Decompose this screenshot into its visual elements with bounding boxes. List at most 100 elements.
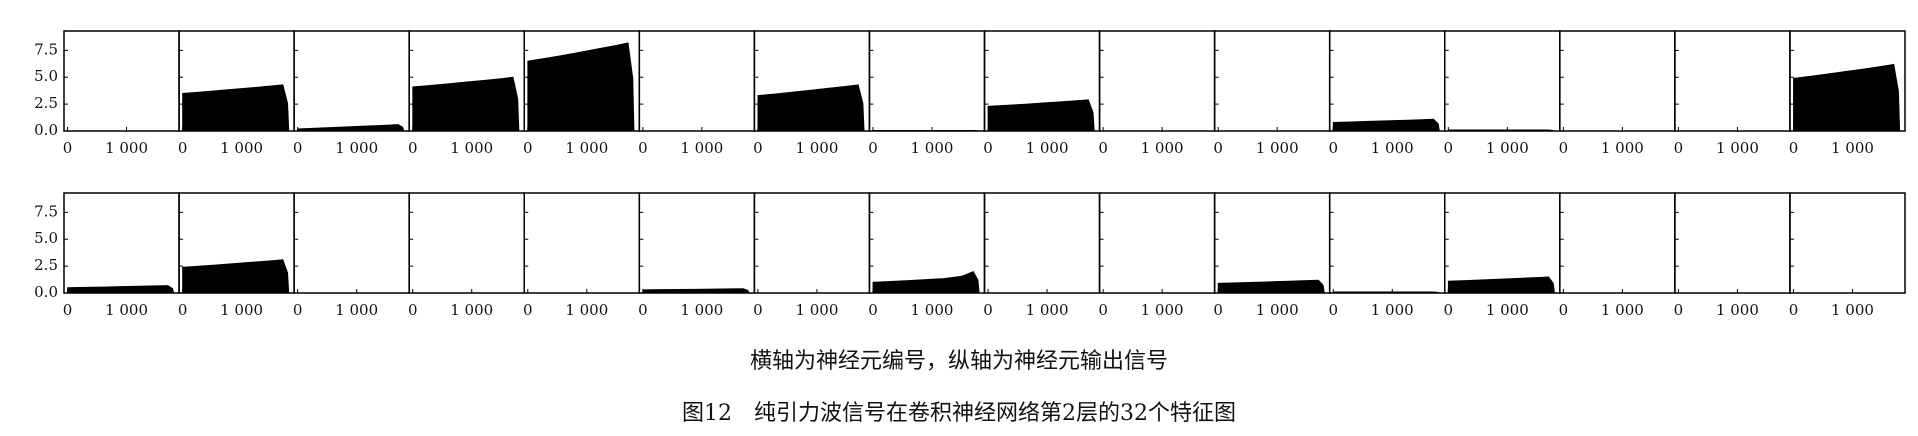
x-tick-label: 0 — [753, 139, 763, 157]
x-tick-label: 0 — [1328, 301, 1338, 319]
x-tick-label: 1 000 — [450, 139, 493, 157]
y-tick-label: 2.5 — [34, 256, 58, 274]
panel-frame — [408, 192, 525, 294]
x-tick-label: 0 — [1213, 301, 1223, 319]
x-tick-label: 0 — [1559, 301, 1569, 319]
panel-frame — [1098, 30, 1216, 132]
panel-frame — [638, 192, 756, 294]
panel-frame — [1098, 192, 1216, 294]
x-tick-label: 1 000 — [1486, 139, 1529, 157]
y-tick-label: 7.5 — [34, 202, 58, 220]
panel-frame — [1444, 30, 1561, 132]
x-tick-label: 0 — [63, 301, 73, 319]
x-tick-label: 0 — [1674, 139, 1684, 157]
x-tick-label: 0 — [1674, 301, 1684, 319]
signal-area — [872, 270, 980, 294]
panel-frame — [63, 192, 180, 294]
panel-frame — [1559, 192, 1676, 294]
x-tick-label: 1 000 — [1601, 139, 1644, 157]
panel-frame — [1674, 192, 1791, 294]
x-tick-label: 1 000 — [1141, 301, 1184, 319]
x-tick-label: 1 000 — [680, 301, 723, 319]
panel-frame — [63, 30, 180, 132]
x-tick-label: 1 000 — [795, 301, 838, 319]
x-tick-label: 0 — [1789, 301, 1799, 319]
x-tick-label: 1 000 — [565, 301, 608, 319]
x-tick-label: 1 000 — [1371, 301, 1414, 319]
x-tick-label: 0 — [983, 301, 993, 319]
x-tick-label: 1 000 — [335, 139, 378, 157]
x-tick-label: 0 — [753, 301, 763, 319]
x-tick-label: 0 — [868, 301, 878, 319]
panel-frame — [1559, 30, 1676, 132]
x-tick-label: 1 000 — [220, 301, 263, 319]
panel-frame — [868, 30, 986, 132]
x-tick-label: 1 000 — [105, 139, 148, 157]
signal-area — [987, 99, 1095, 132]
x-tick-label: 1 000 — [1026, 139, 1069, 157]
x-tick-label: 0 — [523, 301, 533, 319]
x-tick-label: 0 — [1444, 139, 1454, 157]
signal-area — [527, 42, 635, 132]
y-tick-label: 7.5 — [34, 40, 58, 58]
x-tick-label: 1 000 — [1831, 139, 1874, 157]
y-tick-label: 0.0 — [34, 283, 58, 301]
x-tick-label: 1 000 — [105, 301, 148, 319]
signal-area — [757, 84, 865, 132]
x-tick-label: 0 — [1213, 139, 1223, 157]
x-tick-label: 1 000 — [565, 139, 608, 157]
x-tick-label: 1 000 — [1716, 301, 1759, 319]
x-tick-label: 1 000 — [1256, 139, 1299, 157]
x-tick-label: 0 — [408, 301, 418, 319]
panel-frame — [638, 30, 756, 132]
y-tick-label: 0.0 — [34, 121, 58, 139]
x-tick-label: 1 000 — [1256, 301, 1299, 319]
y-tick-label: 2.5 — [34, 94, 58, 112]
x-tick-label: 0 — [868, 139, 878, 157]
x-tick-label: 1 000 — [911, 301, 954, 319]
x-tick-label: 0 — [1559, 139, 1569, 157]
signal-area — [412, 76, 520, 132]
x-tick-label: 0 — [638, 139, 648, 157]
y-tick-label: 5.0 — [34, 229, 58, 247]
x-tick-label: 0 — [178, 301, 188, 319]
x-tick-label: 1 000 — [335, 301, 378, 319]
panel-frame — [983, 192, 1101, 294]
x-tick-label: 0 — [1444, 301, 1454, 319]
x-tick-label: 1 000 — [911, 139, 954, 157]
x-tick-label: 1 000 — [1486, 301, 1529, 319]
panel-frame — [1674, 30, 1791, 132]
x-tick-label: 1 000 — [1831, 301, 1874, 319]
figure-title: 图12 纯引力波信号在卷积神经网络第2层的32个特征图 — [682, 401, 1236, 426]
x-tick-label: 0 — [293, 301, 303, 319]
x-tick-label: 0 — [1789, 139, 1799, 157]
y-tick-label: 5.0 — [34, 67, 58, 85]
x-tick-label: 0 — [63, 139, 73, 157]
x-tick-label: 0 — [1328, 139, 1338, 157]
x-tick-label: 1 000 — [680, 139, 723, 157]
signal-area — [182, 259, 290, 294]
panel-frame — [293, 192, 410, 294]
signal-area — [1217, 279, 1325, 294]
signal-area — [1793, 63, 1901, 132]
x-tick-label: 0 — [638, 301, 648, 319]
signal-area — [1332, 118, 1440, 132]
axis-note: 横轴为神经元编号，纵轴为神经元输出信号 — [750, 349, 1168, 374]
panel-frame — [753, 192, 871, 294]
x-tick-label: 1 000 — [1716, 139, 1759, 157]
signal-area — [182, 84, 290, 132]
signal-area — [297, 124, 405, 132]
x-tick-label: 0 — [1098, 301, 1108, 319]
panel-frame — [1789, 192, 1906, 294]
panel-frame — [293, 30, 410, 132]
x-tick-label: 1 000 — [1026, 301, 1069, 319]
panel-frame — [1328, 192, 1446, 294]
x-tick-label: 0 — [408, 139, 418, 157]
signal-area — [642, 288, 750, 294]
x-tick-label: 1 000 — [220, 139, 263, 157]
panel-frame — [1213, 30, 1331, 132]
panel-frame — [1328, 30, 1446, 132]
x-tick-label: 1 000 — [450, 301, 493, 319]
